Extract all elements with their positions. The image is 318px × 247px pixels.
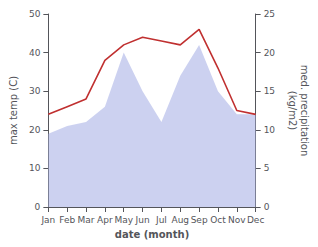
svg-text:Mar: Mar: [78, 215, 95, 225]
svg-text:20: 20: [29, 125, 41, 135]
svg-text:Oct: Oct: [210, 215, 226, 225]
svg-text:0: 0: [264, 202, 270, 212]
svg-text:Nov: Nov: [228, 215, 246, 225]
svg-text:Jul: Jul: [155, 215, 167, 225]
svg-text:20: 20: [264, 48, 276, 58]
svg-text:Sep: Sep: [191, 215, 208, 225]
svg-text:15: 15: [264, 86, 275, 96]
svg-text:Apr: Apr: [97, 215, 113, 225]
svg-text:25: 25: [264, 9, 275, 19]
svg-text:0: 0: [35, 202, 41, 212]
svg-text:50: 50: [29, 9, 41, 19]
svg-text:max temp (C): max temp (C): [8, 76, 19, 145]
svg-text:med. precipitation: med. precipitation: [299, 65, 310, 157]
svg-text:10: 10: [29, 163, 41, 173]
svg-text:10: 10: [264, 125, 276, 135]
svg-text:Dec: Dec: [247, 215, 264, 225]
svg-text:Jan: Jan: [40, 215, 55, 225]
svg-text:5: 5: [264, 163, 270, 173]
svg-text:date (month): date (month): [115, 229, 189, 240]
svg-text:Feb: Feb: [59, 215, 75, 225]
svg-text:Aug: Aug: [171, 215, 189, 225]
svg-text:30: 30: [29, 86, 41, 96]
svg-text:May: May: [114, 215, 133, 225]
svg-text:(kg/m2): (kg/m2): [287, 91, 298, 131]
svg-text:Jun: Jun: [135, 215, 150, 225]
svg-text:40: 40: [29, 48, 41, 58]
